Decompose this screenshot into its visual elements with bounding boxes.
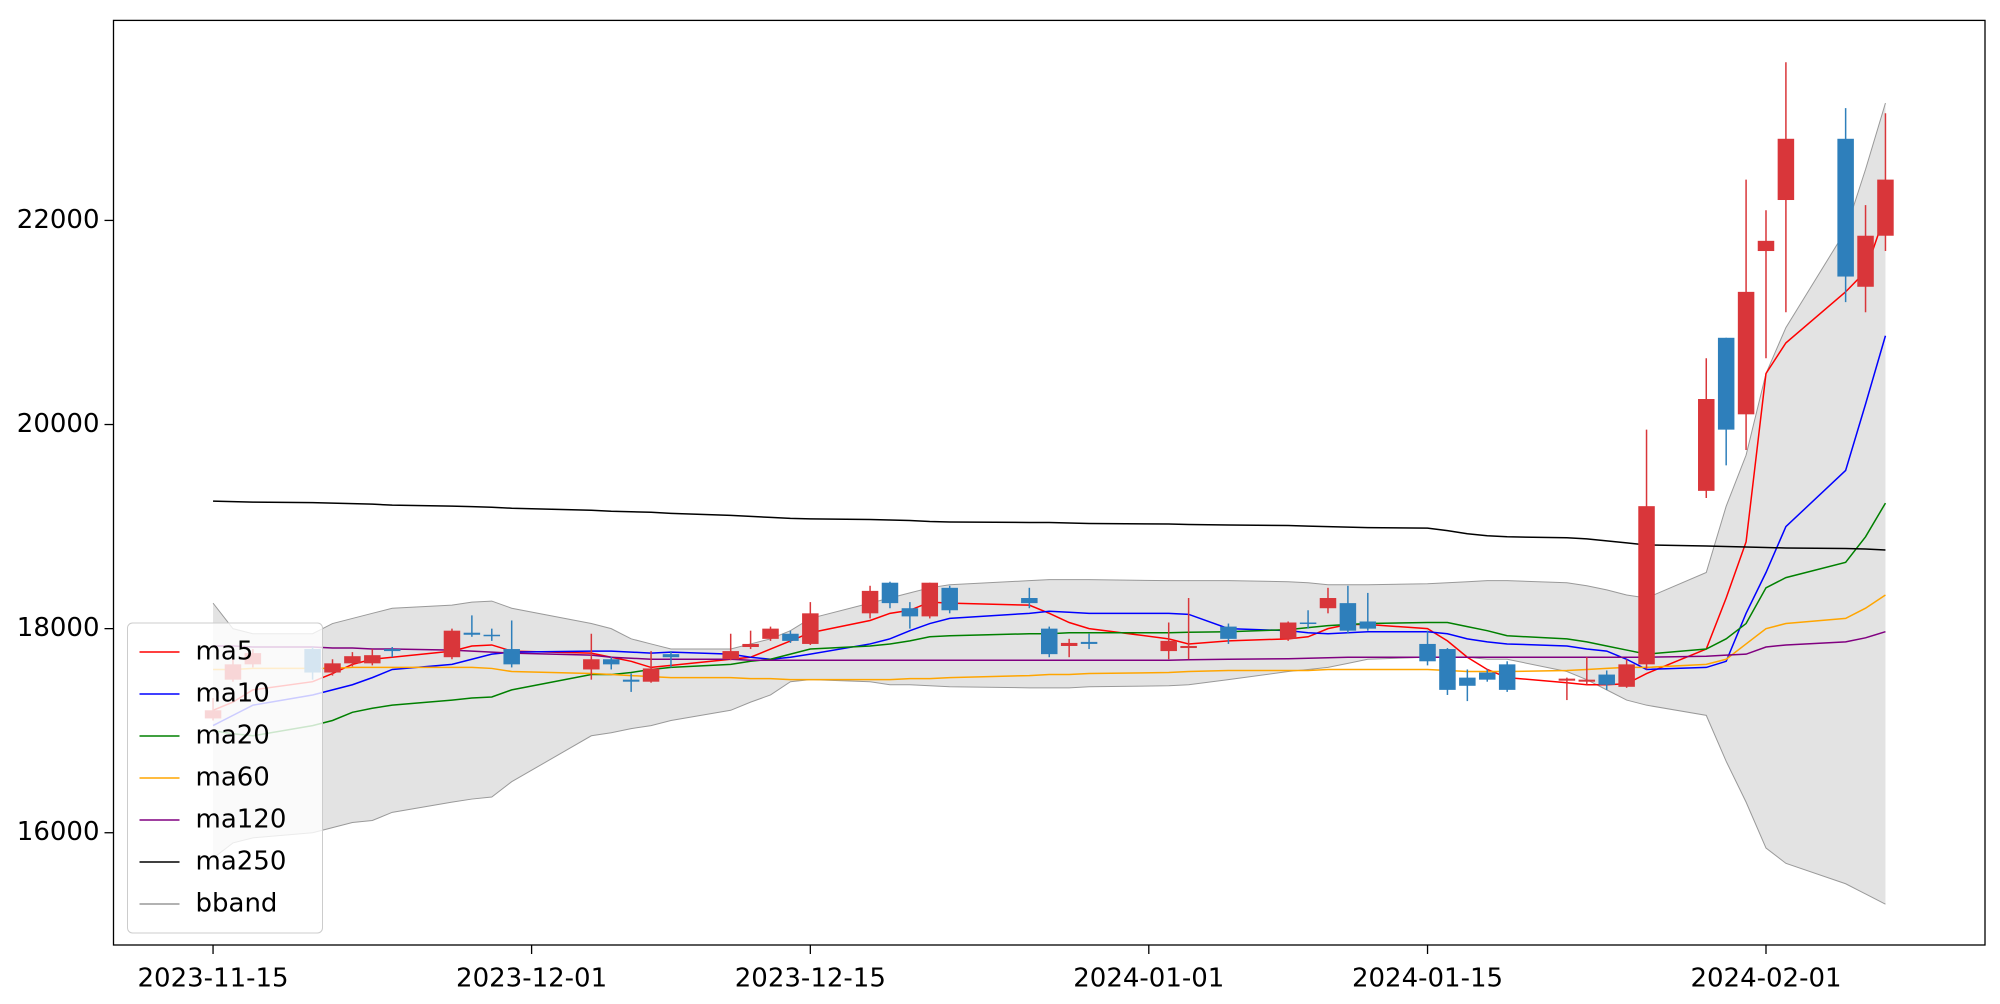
candle-body xyxy=(1319,598,1337,609)
candle-body xyxy=(463,632,481,635)
candle-body xyxy=(1439,649,1456,690)
x-tick-label: 2023-12-01 xyxy=(456,964,607,994)
candle-body xyxy=(861,590,879,614)
candle-body xyxy=(1877,179,1894,236)
candle-body xyxy=(483,634,501,637)
y-tick-label: 16000 xyxy=(17,817,100,847)
candle-body xyxy=(1160,640,1177,652)
y-tick-label: 18000 xyxy=(17,613,100,643)
candle-body xyxy=(782,633,799,641)
candle-body xyxy=(921,582,939,617)
legend-label: ma250 xyxy=(196,847,287,877)
candle-body xyxy=(1638,506,1655,665)
candle-body xyxy=(1459,677,1476,686)
candle-body xyxy=(383,649,401,652)
bband-fill xyxy=(213,103,1886,905)
legend-label: ma60 xyxy=(196,763,270,793)
candle-body xyxy=(1021,598,1038,604)
candle-body xyxy=(1757,240,1775,252)
x-tick-label: 2023-11-15 xyxy=(137,964,288,994)
candle-body xyxy=(742,643,759,648)
legend: ma5 ma10 ma20 ma60 ma120 ma250 bband xyxy=(127,622,323,934)
candle-body xyxy=(1339,603,1357,631)
candle-body xyxy=(1857,235,1874,287)
candle-body xyxy=(1737,291,1755,415)
legend-label: ma20 xyxy=(196,721,270,751)
bband-upper xyxy=(212,102,1886,650)
candle-body xyxy=(503,649,520,665)
candle-body xyxy=(443,630,461,658)
candle-body xyxy=(1220,626,1237,639)
y-tick-label: 22000 xyxy=(17,205,100,235)
candle-body xyxy=(1717,337,1735,430)
candle-body xyxy=(901,608,919,617)
candle-body xyxy=(762,628,779,639)
candle-body xyxy=(802,613,819,644)
candle-body xyxy=(1498,664,1516,690)
candle-body xyxy=(722,651,739,660)
candle-body xyxy=(602,659,620,665)
candle-body xyxy=(583,659,600,670)
plot-frame xyxy=(112,19,1986,946)
candle-body xyxy=(1598,674,1615,685)
y-tick-label: 20000 xyxy=(17,409,100,439)
candle-body xyxy=(881,582,899,604)
candle-body xyxy=(1618,664,1635,687)
x-tick-label: 2024-02-01 xyxy=(1690,964,1841,994)
candle-body xyxy=(364,655,381,664)
legend-label: bband xyxy=(196,889,278,919)
candle-body xyxy=(1578,679,1596,682)
legend-label: ma10 xyxy=(196,679,270,709)
bband-lower xyxy=(212,656,1886,905)
legend-label: ma5 xyxy=(196,637,254,667)
candle-body xyxy=(1041,628,1058,655)
candle-body xyxy=(1060,642,1078,646)
x-tick-label: 2024-01-15 xyxy=(1352,964,1503,994)
candle-body xyxy=(642,668,660,682)
candle-body xyxy=(344,656,361,664)
candle-body xyxy=(1359,621,1377,629)
candle-body xyxy=(1180,645,1197,649)
candle-body xyxy=(1558,678,1576,681)
candle-body xyxy=(1698,399,1715,491)
candle-body xyxy=(324,663,341,673)
legend-box xyxy=(127,622,323,934)
candle-body xyxy=(1837,138,1854,277)
candle-body xyxy=(1479,672,1496,680)
candle-body xyxy=(1299,622,1317,625)
legend-label: ma120 xyxy=(196,805,287,835)
x-tick-label: 2024-01-01 xyxy=(1073,964,1224,994)
candle-body xyxy=(662,654,680,658)
candle-body xyxy=(1777,138,1795,201)
candle-body xyxy=(1080,641,1098,644)
candle-body xyxy=(1279,622,1297,639)
candle-body xyxy=(1419,643,1436,662)
candle-body xyxy=(941,587,958,611)
ma-line xyxy=(213,500,1886,551)
candle-body xyxy=(622,679,640,682)
ma-line xyxy=(213,630,1886,662)
x-tick-label: 2023-12-15 xyxy=(735,964,886,994)
